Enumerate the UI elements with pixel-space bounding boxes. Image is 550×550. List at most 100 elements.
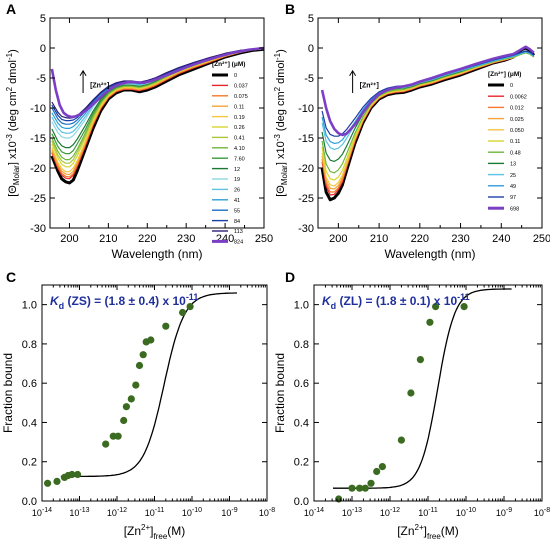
data-points: [335, 303, 468, 503]
x-label-part: (M): [441, 524, 459, 538]
x-label-sub: free: [427, 532, 441, 541]
x-tick-base: 10: [221, 508, 231, 518]
data-point: [135, 361, 144, 370]
y-label-sup: 2: [5, 86, 14, 91]
legend-label-7.60: 7.60: [234, 156, 245, 162]
x-tick-exponent: -13: [79, 507, 89, 514]
legend-label-0.26: 0.26: [234, 125, 245, 131]
concentration-arrow-head: [349, 69, 357, 77]
y-tick-label: 0.6: [294, 378, 309, 390]
legend-label-0.012: 0.012: [510, 106, 524, 112]
kd-annotation: Kd (ZL) = (1.8 ± 0.1) x 10-11: [322, 292, 470, 311]
x-tick-label: 10-13: [69, 507, 89, 518]
legend-label-698: 698: [510, 206, 519, 212]
x-label-part: (M): [167, 524, 185, 538]
data-point: [407, 389, 415, 397]
y-label-part: dmol: [7, 60, 19, 87]
plot-frame: [49, 17, 265, 229]
x-axis-label: Wavelength (nm): [112, 247, 203, 261]
y-label-part: (deg cm: [275, 91, 287, 134]
x-tick-base: 10: [380, 508, 390, 518]
kd-exponent: -11: [457, 292, 470, 302]
legend-label-0.48: 0.48: [510, 150, 521, 156]
legend-label-0.0062: 0.0062: [510, 94, 527, 100]
kd-value: (ZS) = (1.8 ± 0.4) x 10: [64, 294, 186, 308]
panel-label: B: [285, 1, 295, 17]
series-group: [320, 45, 536, 202]
y-tick-label: -20: [30, 163, 46, 175]
y-tick-label: 0.2: [22, 457, 37, 469]
x-tick-base: 10: [304, 508, 314, 518]
legend-label-0.037: 0.037: [234, 84, 248, 90]
x-tick-base: 10: [69, 508, 79, 518]
data-point: [114, 432, 122, 440]
x-tick-label: 10-12: [107, 507, 127, 518]
x-tick-label: 200: [329, 233, 347, 245]
x-label-part: ]: [424, 524, 427, 538]
legend-label-0: 0: [510, 83, 513, 89]
y-tick-label: 0.6: [22, 378, 37, 390]
x-tick-exponent: -9: [506, 507, 512, 514]
x-tick-exponent: -10: [192, 507, 202, 514]
legend-label-55: 55: [234, 208, 240, 214]
x-tick-label: 230: [177, 233, 195, 245]
x-tick-base: 10: [107, 508, 117, 518]
legend-label-0.41: 0.41: [234, 136, 245, 142]
x-tick-label: 10-13: [342, 507, 362, 518]
x-tick-exponent: -8: [544, 507, 550, 514]
x-axis-label: Wavelength (nm): [385, 247, 476, 261]
kd-annotation: Kd (ZS) = (1.8 ± 0.4) x 10-11: [50, 292, 198, 311]
data-point: [53, 477, 61, 485]
y-label-part: ): [7, 49, 19, 53]
y-tick-label: 5: [308, 13, 314, 25]
legend-label-0.19: 0.19: [234, 115, 245, 121]
x-label-sup: 2+: [141, 523, 150, 532]
x-tick-label: 240: [492, 233, 510, 245]
x-tick-exponent: -14: [42, 507, 52, 514]
x-tick-exponent: -12: [117, 507, 127, 514]
x-tick-exponent: -8: [269, 507, 275, 514]
y-label-sup: -3: [273, 134, 282, 142]
y-tick-label: -25: [298, 193, 314, 205]
y-axis-label: [ΘMolar] x10-3 (deg cm2 dmol-1): [5, 49, 21, 197]
x-tick-base: 10: [496, 508, 506, 518]
series-group: [50, 46, 265, 185]
x-tick-base: 10: [182, 508, 192, 518]
x-tick-label: 10-10: [182, 507, 202, 518]
data-point: [186, 303, 194, 311]
y-tick-label: 5: [40, 13, 46, 25]
legend-label-113: 113: [234, 229, 243, 235]
y-label-part: ): [275, 49, 287, 53]
y-tick-label: 0.0: [294, 496, 309, 508]
x-tick-label: 10-14: [304, 507, 324, 518]
kd-value: (ZL) = (1.8 ± 0.1) x 10: [336, 294, 457, 308]
y-tick-label: 0: [308, 43, 314, 55]
x-tick-label: 210: [99, 233, 117, 245]
x-tick-base: 10: [32, 508, 42, 518]
kd-exponent: -11: [186, 292, 199, 302]
legend-label-19: 19: [234, 177, 240, 183]
x-axis-label: [Zn2+]free(M): [397, 523, 459, 541]
y-axis-label: Fraction bound: [273, 353, 287, 433]
data-points: [44, 303, 194, 487]
x-tick-label: 10-10: [456, 507, 476, 518]
x-tick-exponent: -9: [231, 507, 237, 514]
data-point: [460, 303, 468, 311]
x-tick-exponent: -11: [428, 507, 438, 514]
arrow-label: [Zn²⁺]: [90, 83, 109, 90]
x-tick-exponent: -10: [466, 507, 476, 514]
y-label-sub: Molar: [280, 165, 289, 185]
y-tick-label: 1.0: [22, 300, 37, 312]
data-point: [74, 470, 82, 479]
legend-label-0.11: 0.11: [234, 104, 244, 110]
arrow-label: [Zn²⁺]: [360, 83, 379, 90]
kd-symbol: K: [322, 294, 332, 308]
concentration-arrow-head: [79, 69, 87, 77]
y-tick-label: 0.4: [22, 417, 37, 429]
x-tick-label: 220: [411, 233, 429, 245]
y-tick-label: 0: [40, 43, 46, 55]
x-tick-label: 10-12: [380, 507, 400, 518]
